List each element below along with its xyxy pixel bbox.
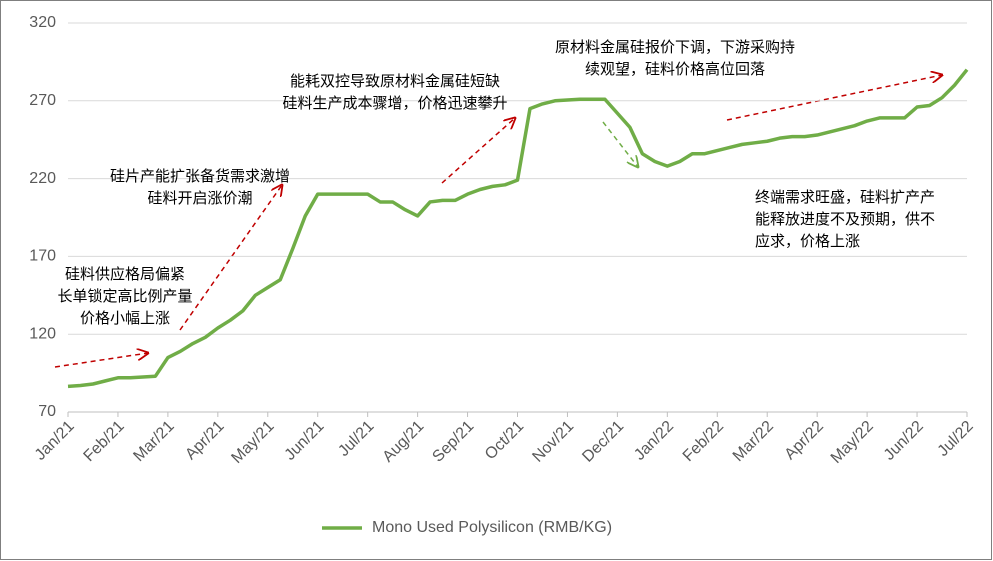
annotation: 续观望，硅料价格高位回落 — [585, 61, 765, 78]
y-tick-label: 170 — [29, 248, 56, 265]
annotation: 硅料供应格局偏紧 — [65, 265, 185, 283]
legend-label: Mono Used Polysilicon (RMB/KG) — [372, 519, 612, 536]
y-tick-label: 270 — [29, 92, 56, 109]
arrow — [179, 185, 282, 331]
annotation: 硅料生产成本骤增，价格迅速攀升 — [282, 95, 507, 112]
arrow — [441, 118, 515, 184]
annotation: 价格小幅上涨 — [80, 310, 170, 327]
annotation: 能耗双控导致原材料金属硅短缺 — [290, 73, 500, 90]
arrow — [726, 75, 942, 121]
y-tick-label: 70 — [38, 403, 56, 420]
y-tick-label: 220 — [29, 170, 56, 187]
arrow — [602, 121, 638, 167]
y-tick-label: 120 — [29, 325, 56, 342]
arrows — [54, 75, 942, 368]
arrow — [54, 353, 148, 368]
annotation: 硅片产能扩张备货需求激增 — [110, 168, 290, 185]
annotation: 应求，价格上涨 — [755, 232, 860, 250]
annotation: 能释放进度不及预期，供不 — [755, 211, 935, 228]
annotation: 长单锁定高比例产量 — [57, 288, 192, 305]
series-line — [67, 68, 969, 389]
y-tick-label: 320 — [29, 14, 56, 31]
annotation: 硅料开启涨价潮 — [147, 190, 252, 207]
annotation: 终端需求旺盛，硅料扩产产 — [755, 189, 935, 206]
annotation: 原材料金属硅报价下调，下游采购持 — [555, 39, 795, 56]
